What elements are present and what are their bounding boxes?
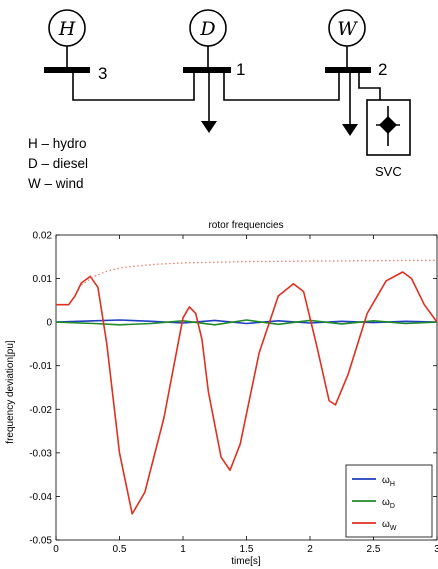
x-tick-label: 0.5 <box>113 544 127 555</box>
x-tick-label: 3 <box>434 544 438 555</box>
chart-legend: ωH ωD ωW <box>345 464 433 538</box>
svc-box <box>366 99 411 156</box>
y-tick-label: -0.05 <box>29 536 52 547</box>
generator-w-symbol: W <box>337 18 358 40</box>
legend-label: ωH <box>382 475 395 488</box>
svc-label: SVC <box>375 164 402 179</box>
legend-line-hydro: H – hydro <box>28 136 87 151</box>
bus-2-label: 2 <box>378 60 387 79</box>
svc-connection <box>358 73 381 100</box>
bus-3-label: 3 <box>98 64 107 83</box>
bus-2 <box>325 67 371 73</box>
x-tick-label: 1.5 <box>240 544 254 555</box>
y-tick-label: 0.02 <box>33 231 53 242</box>
bus-3 <box>44 67 90 73</box>
series-omega-h-line <box>55 319 438 325</box>
line-3-1 <box>72 73 195 101</box>
generator-d-symbol: D <box>199 18 215 40</box>
load-arrow-1-icon <box>201 121 217 133</box>
y-tick-label: -0.02 <box>29 405 52 416</box>
power-system-diagram: H D W 3 1 2 SVC H – hydro D – diesel W –… <box>28 9 411 191</box>
load-arrow-2-icon <box>342 124 358 136</box>
y-tick-label: 0.01 <box>33 274 53 285</box>
x-axis-label: time[s] <box>231 556 261 567</box>
rotor-frequency-chart: rotor frequencies 0 0.5 1 1.5 2 2.5 3 0.02 0.01 0… <box>5 220 438 567</box>
x-tick-label: 2 <box>307 544 313 555</box>
line-1-2 <box>223 73 340 101</box>
y-axis-label: frequency deviation[pu] <box>5 340 16 444</box>
y-tick-label: 0 <box>46 318 52 329</box>
x-tick-label: 1 <box>180 544 186 555</box>
y-tick-label: -0.03 <box>29 448 52 459</box>
legend-line-wind: W – wind <box>28 176 84 191</box>
thyristor-icon <box>379 116 397 125</box>
series-omega-w-reference-line <box>81 259 438 286</box>
legend-label: ωD <box>382 497 395 510</box>
legend-line-diesel: D – diesel <box>28 156 88 171</box>
chart-title: rotor frequencies <box>208 220 283 231</box>
bus-1 <box>183 67 231 73</box>
bus-1-label: 1 <box>236 60 245 79</box>
x-tick-label: 0 <box>53 544 59 555</box>
x-tick-label: 2.5 <box>367 544 381 555</box>
generator-h-symbol: H <box>58 18 76 40</box>
series-omega-d-line <box>55 319 438 326</box>
series-omega-w-line <box>56 271 438 515</box>
y-tick-label: -0.04 <box>29 492 52 503</box>
legend-label: ωW <box>382 519 397 532</box>
y-tick-label: -0.01 <box>29 361 52 372</box>
